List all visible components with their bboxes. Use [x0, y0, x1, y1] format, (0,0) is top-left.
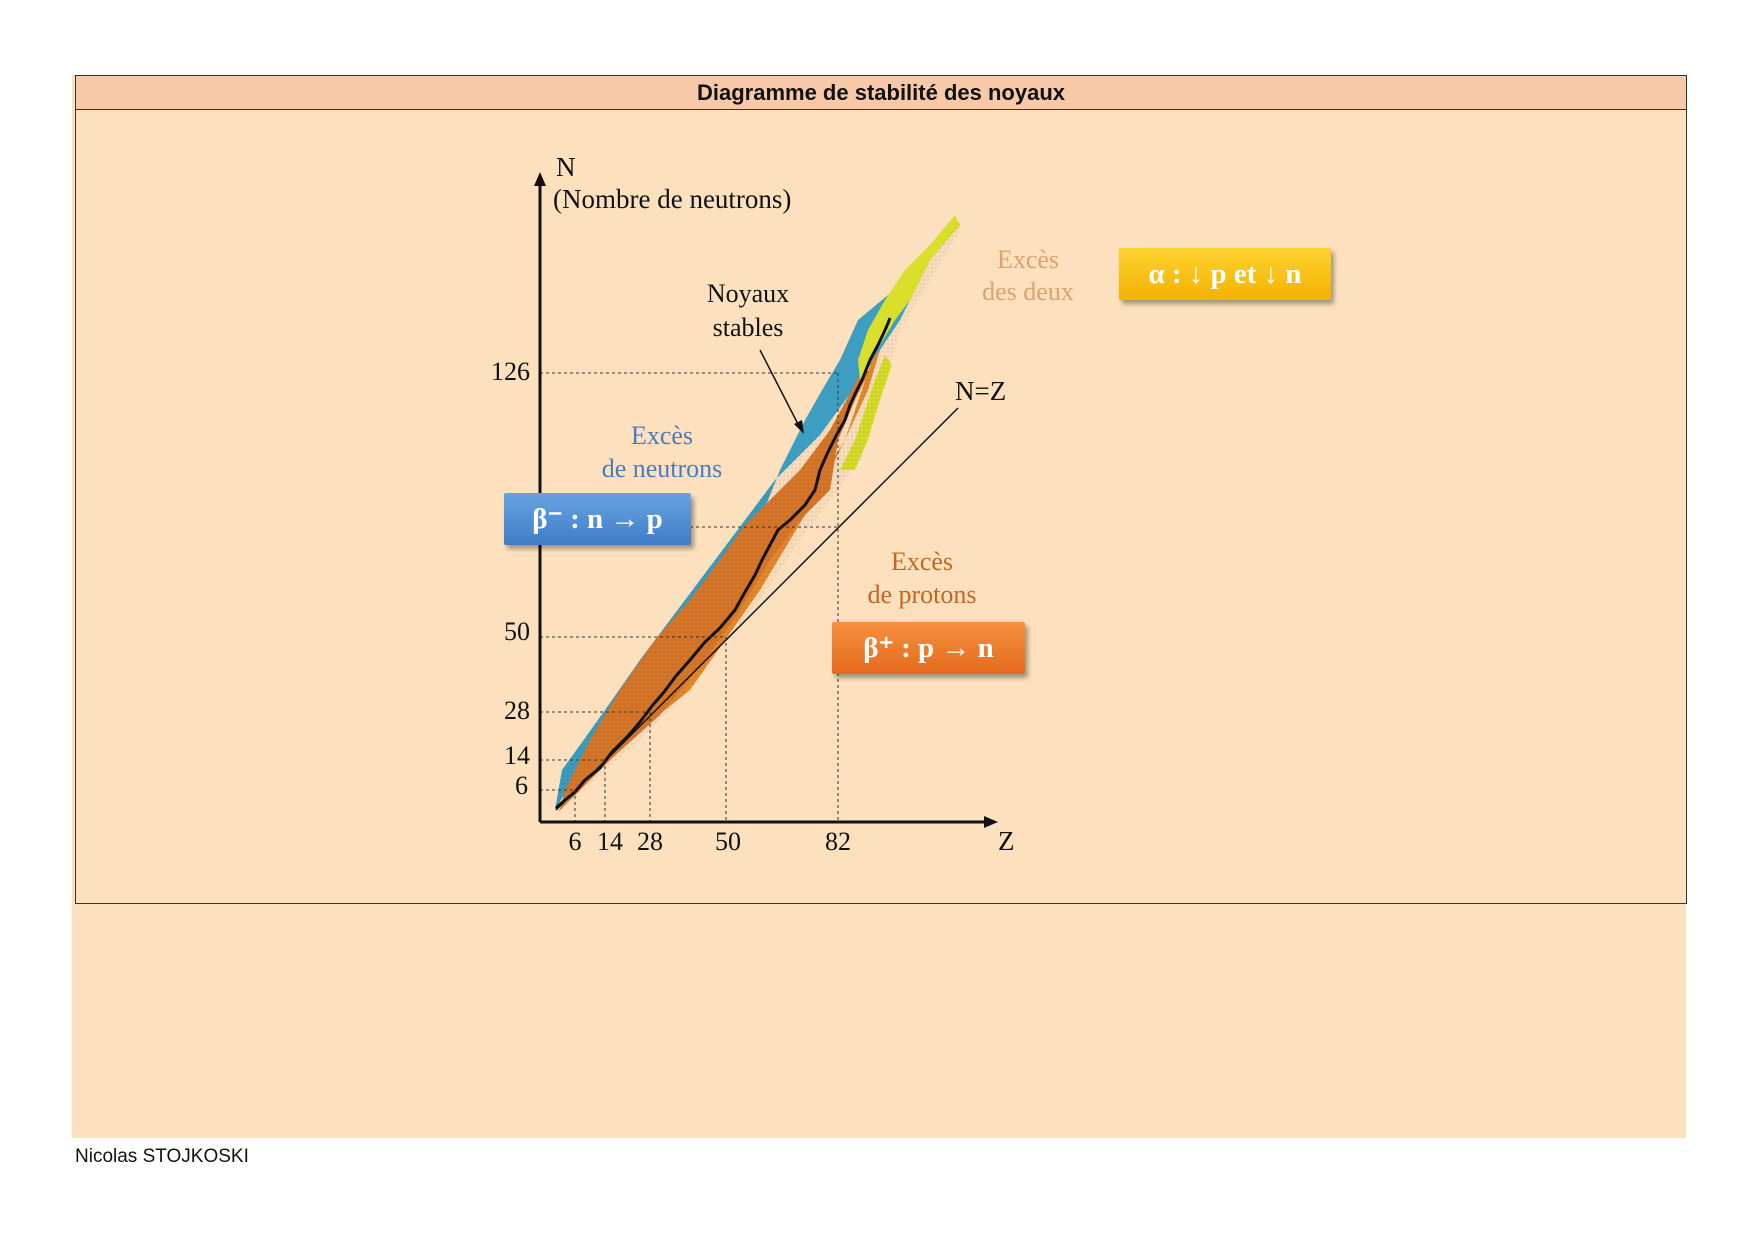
y-tick-label: 14	[504, 741, 530, 770]
alpha-region	[858, 215, 960, 380]
excess-both-label: des deux	[982, 277, 1074, 306]
stable-nuclei-label: Noyaux	[707, 279, 789, 308]
x-tick-label: 50	[715, 827, 741, 856]
alpha-decay-tag: α : ↓ p et ↓ n	[1119, 248, 1331, 300]
author-name: Nicolas STOJKOSKI	[75, 1146, 249, 1167]
y-tick-label: 28	[504, 696, 530, 725]
x-tick-label: 14	[597, 827, 623, 856]
beta-minus-decay-tag: β⁻ : n → p	[504, 493, 691, 545]
y-axis-label: N	[556, 152, 576, 182]
excess-protons-label: de protons	[867, 580, 976, 609]
nz-line	[555, 407, 959, 811]
y-axis-label-detail: (Nombre de neutrons)	[553, 184, 791, 214]
stable-nuclei-pointer	[759, 349, 801, 429]
excess-neutrons-label: Excès	[631, 421, 693, 450]
x-axis-arrow	[984, 816, 998, 828]
x-axis-label: Z	[998, 826, 1015, 856]
excess-neutrons-label: de neutrons	[602, 454, 723, 483]
y-tick-label: 126	[491, 357, 530, 386]
background-panel	[72, 75, 1686, 1138]
y-tick-label: 6	[515, 771, 528, 800]
excess-both-label: Excès	[997, 245, 1059, 274]
x-tick-label: 6	[569, 827, 582, 856]
excess-protons-label: Excès	[891, 547, 953, 576]
y-axis-arrow	[534, 172, 546, 186]
x-tick-label: 82	[825, 827, 851, 856]
x-tick-label: 28	[637, 827, 663, 856]
y-tick-label: 50	[504, 617, 530, 646]
stability-line	[555, 317, 892, 810]
page-title: Diagramme de stabilité des noyaux	[75, 75, 1687, 110]
band-grid-overlay	[555, 220, 960, 812]
magic-number-lines	[540, 372, 839, 822]
stable-nuclei-arrowhead	[794, 420, 804, 434]
stable-nuclei-label: stables	[713, 313, 784, 342]
nz-label: N=Z	[955, 376, 1006, 406]
beta-plus-decay-tag: β⁺ : p → n	[832, 622, 1025, 674]
